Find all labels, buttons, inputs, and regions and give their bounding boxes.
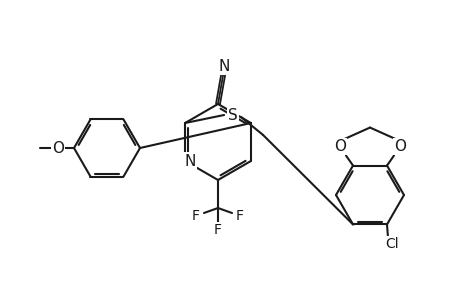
Text: F: F bbox=[235, 209, 243, 223]
Text: N: N bbox=[184, 154, 196, 169]
Text: S: S bbox=[228, 107, 237, 122]
Text: N: N bbox=[218, 59, 230, 74]
Text: Cl: Cl bbox=[384, 237, 398, 251]
Text: F: F bbox=[191, 209, 200, 223]
Text: O: O bbox=[333, 139, 345, 154]
Text: O: O bbox=[393, 139, 405, 154]
Text: O: O bbox=[52, 140, 64, 155]
Text: F: F bbox=[213, 223, 222, 237]
